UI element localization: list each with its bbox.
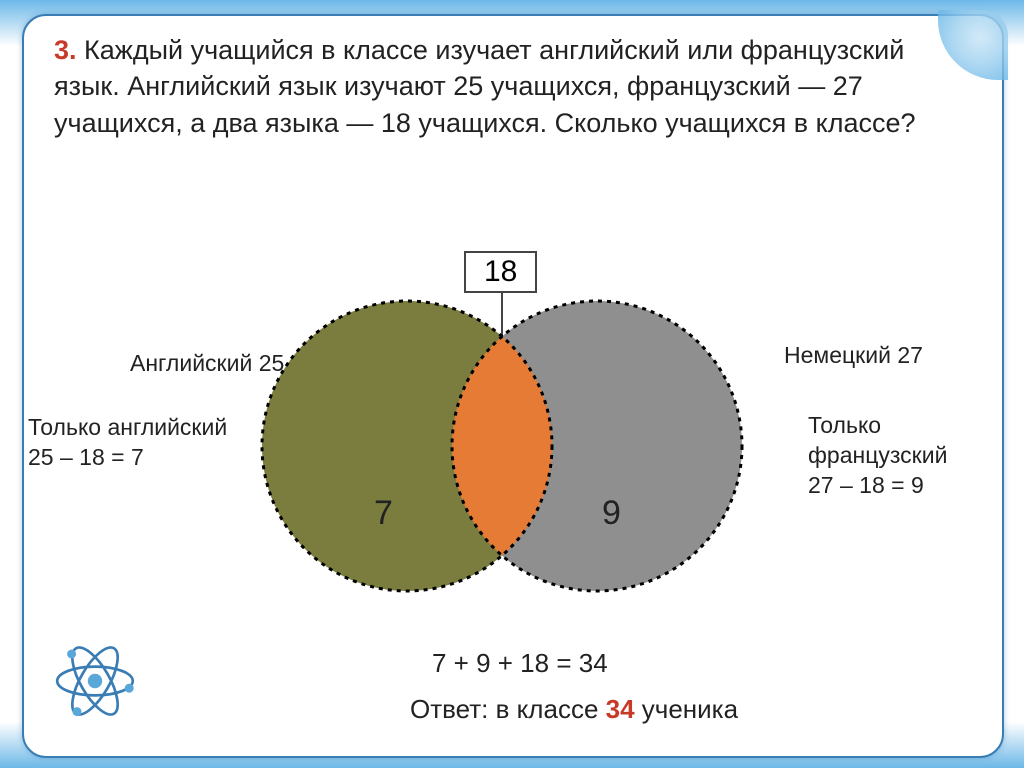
right-calc-line3: 27 – 18 = 9 <box>808 472 924 499</box>
atom-icon <box>50 636 140 726</box>
right-set-title: Немецкий 27 <box>784 342 923 369</box>
right-calc-line2: французский <box>808 442 947 469</box>
answer-prefix: Ответ: в классе <box>410 694 606 724</box>
slide-frame: 3. Каждый учащийся в классе изучает англ… <box>22 14 1004 758</box>
right-only-count: 9 <box>602 494 621 533</box>
left-set-title: Английский 25 <box>130 350 284 377</box>
left-calc-line1: Только английский <box>28 414 227 441</box>
answer-suffix: ученика <box>635 694 739 724</box>
left-only-count: 7 <box>374 494 393 533</box>
solution-answer: Ответ: в классе 34 ученика <box>410 694 738 725</box>
solution-sum: 7 + 9 + 18 = 34 <box>432 648 608 679</box>
answer-value: 34 <box>606 694 635 724</box>
left-calc-line2: 25 – 18 = 7 <box>28 444 144 471</box>
right-calc-line1: Только <box>808 412 881 439</box>
venn-diagram <box>24 16 1002 756</box>
